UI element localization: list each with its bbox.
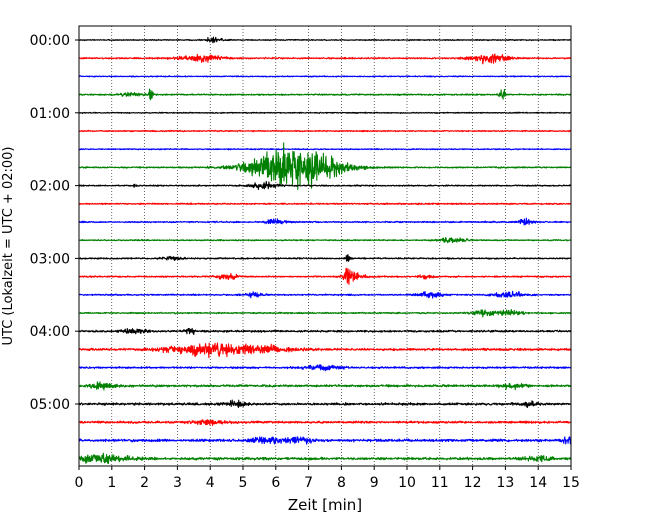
x-tick-label: 6 <box>271 475 280 491</box>
x-tick-label: 15 <box>562 475 580 491</box>
trace-0000 <box>78 36 572 44</box>
trace-0115 <box>78 129 572 133</box>
y-axis-label: UTC (Lokalzeit = UTC + 02:00) <box>1 147 16 346</box>
trace-0015 <box>78 53 572 65</box>
traces-group <box>78 36 572 464</box>
trace-0100 <box>78 111 572 115</box>
y-tick-label: 01:00 <box>30 106 70 122</box>
y-tick-label: 04:00 <box>30 324 70 340</box>
x-tick-label: 10 <box>398 475 416 491</box>
trace-0500 <box>78 399 572 409</box>
x-tick-label: 1 <box>107 475 116 491</box>
trace-0200 <box>78 180 572 190</box>
x-tick-label: 4 <box>206 475 215 491</box>
y-tick-label: 02:00 <box>30 179 70 195</box>
trace-0400 <box>78 327 572 336</box>
trace-0215 <box>78 202 572 206</box>
trace-0230 <box>78 217 572 226</box>
trace-0130 <box>78 147 572 151</box>
x-tick-label: 7 <box>304 475 313 491</box>
x-axis-label: Zeit [min] <box>288 496 362 514</box>
trace-0515 <box>78 419 572 426</box>
x-tick-label: 14 <box>529 475 547 491</box>
x-axis: 0 1 2 3 4 5 6 7 8 9 10 11 12 13 14 15 <box>75 466 580 491</box>
plot-frame <box>78 25 572 467</box>
trace-0545 <box>78 452 572 464</box>
trace-0445 <box>78 381 572 391</box>
trace-0245 <box>78 236 572 244</box>
y-tick-label: 00:00 <box>30 33 70 49</box>
x-tick-label: 13 <box>496 475 514 491</box>
trace-0145 <box>78 142 572 190</box>
y-tick-label: 03:00 <box>30 251 70 267</box>
y-tick-label: 05:00 <box>30 397 70 413</box>
trace-0415 <box>78 342 572 359</box>
x-tick-label: 9 <box>370 475 379 491</box>
x-tick-label: 8 <box>337 475 346 491</box>
trace-0345 <box>78 309 572 318</box>
x-tick-label: 0 <box>75 475 84 491</box>
x-tick-label: 5 <box>239 475 248 491</box>
trace-0430 <box>78 364 572 372</box>
y-axis: 00:00 01:00 02:00 03:00 04:00 05:00 <box>30 33 79 413</box>
trace-0045 <box>78 88 572 101</box>
trace-0530 <box>78 436 572 445</box>
x-tick-label: 11 <box>431 475 449 491</box>
vertical-grid <box>111 26 539 466</box>
x-tick-label: 3 <box>173 475 182 491</box>
trace-0315 <box>78 267 572 286</box>
x-tick-label: 12 <box>464 475 482 491</box>
trace-0300 <box>78 254 572 262</box>
trace-0030 <box>78 75 572 78</box>
trace-0330 <box>78 290 572 299</box>
x-tick-label: 2 <box>140 475 149 491</box>
